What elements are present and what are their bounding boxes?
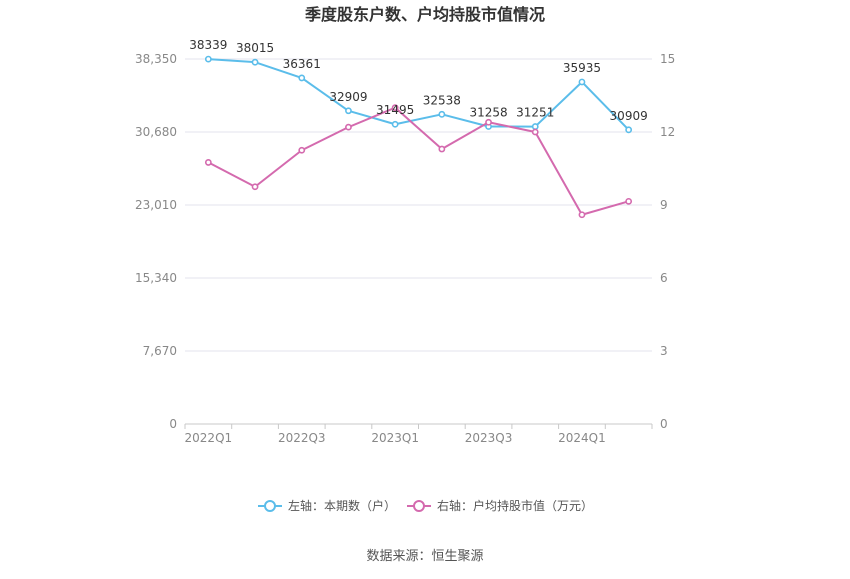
chart-title: 季度股东户数、户均持股市值情况 — [304, 5, 545, 24]
right-axis-tick-label: 6 — [660, 271, 668, 285]
series-2-point — [485, 118, 492, 126]
x-axis-tick-label: 2024Q1 — [558, 431, 606, 445]
right-axis-tick-label: 0 — [660, 417, 668, 431]
axis-layer: 0 7,670 15,340 23,010 30,680 38,350 0 3 6 9 12 15 20… — [135, 52, 675, 445]
series-1-point — [251, 58, 259, 66]
legend-item-1: 左轴：本期数（户） — [258, 498, 396, 513]
left-axis-tick-label: 30,680 — [135, 125, 177, 139]
series-1-point — [391, 120, 399, 128]
legend-swatch-marker — [264, 500, 276, 512]
series-2-point — [625, 197, 633, 205]
series-2-point — [578, 211, 586, 219]
series-1-point — [625, 126, 633, 134]
series-layer — [204, 55, 633, 219]
x-axis-tick-label: 2022Q1 — [185, 431, 233, 445]
data-label: 31495 — [376, 103, 414, 117]
data-label: 31258 — [469, 105, 507, 119]
left-axis-tick-label: 38,350 — [135, 52, 177, 66]
data-label: 30909 — [610, 109, 648, 123]
series-1-point — [531, 123, 539, 130]
data-label: 32538 — [423, 93, 461, 107]
left-axis-tick-label: 23,010 — [135, 198, 177, 212]
series-1-point — [345, 107, 352, 115]
series-2-point — [298, 146, 306, 154]
legend-item-2: 右轴：户均持股市值（万元） — [407, 498, 593, 513]
series-2-point — [438, 145, 446, 153]
legend-swatch-marker — [413, 500, 425, 512]
right-axis-tick-label: 15 — [660, 52, 675, 66]
data-label: 32909 — [329, 90, 367, 104]
grid-layer — [185, 58, 652, 352]
data-label: 38015 — [236, 41, 274, 55]
x-axis-tick-label: 2023Q3 — [465, 431, 513, 445]
right-axis-tick-label: 9 — [660, 198, 668, 212]
x-axis-tick-label: 2023Q1 — [371, 431, 419, 445]
series-2-point — [531, 128, 539, 136]
left-axis-tick-label: 0 — [169, 417, 177, 431]
data-label: 35935 — [563, 61, 601, 75]
right-axis-tick-label: 12 — [660, 125, 675, 139]
left-axis-tick-label: 7,670 — [143, 344, 177, 358]
data-label: 38339 — [189, 38, 227, 52]
legend: 左轴：本期数（户） 右轴：户均持股市值（万元） — [258, 498, 593, 513]
series-2-point — [251, 183, 259, 191]
series-1-point — [438, 110, 446, 118]
series-1-point — [298, 74, 306, 82]
data-label-layer: 38339 38015 36361 32909 31495 32538 31258 31251… — [189, 38, 647, 123]
source-text: 数据来源：恒生聚源 — [366, 549, 483, 564]
series-1-point — [578, 78, 586, 86]
series-line-1 — [208, 58, 630, 131]
series-2-point — [345, 123, 352, 131]
series-line-2 — [207, 106, 629, 216]
legend-label: 右轴：户均持股市值（万元） — [437, 498, 593, 513]
right-axis-tick-label: 3 — [660, 344, 668, 358]
data-label: 36361 — [283, 57, 321, 71]
data-label: 31251 — [516, 106, 554, 120]
legend-label: 左轴：本期数（户） — [288, 498, 396, 513]
series-2-point — [204, 159, 212, 166]
series-1-point — [204, 55, 212, 63]
series-2-point — [391, 104, 399, 112]
left-axis-tick-label: 15,340 — [135, 271, 177, 285]
x-axis-tick-label: 2022Q3 — [278, 431, 326, 445]
